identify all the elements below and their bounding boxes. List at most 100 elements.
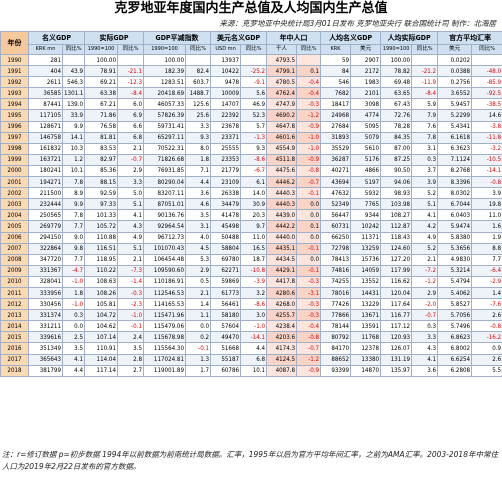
table-cell: 0.5 [185,275,212,288]
table-row: 2009 331367 -4.7 110.22 -7.3 109590.60 2.9 6227… [0,264,502,277]
table-cell: -1.2 [296,353,322,366]
table-cell: 0.1 [296,220,322,233]
table-cell: 5.2299 [437,109,473,122]
table-cell: -1.2 [411,275,439,288]
table-cell: -0.7 [296,342,322,355]
table-cell: 6.6 [117,120,145,133]
table-cell: 110186.91 [143,275,187,288]
table-cell: 8.3396 [437,176,473,189]
table-cell: 4.1 [411,353,439,366]
table-cell: 339616 [28,331,63,344]
table-cell: -14.1 [471,164,502,178]
table-cell: 100.00 [380,53,413,67]
table-cell: 82.4 [185,65,212,78]
table-cell: 0.0202 [437,53,473,67]
table-cell: 5.1 [411,198,439,211]
table-cell: 4762.4 [266,87,298,100]
table-cell: 14431 [350,286,382,300]
table-cell: 24968 [320,109,352,122]
table-cell: 4690.2 [266,109,298,122]
table-cell [61,53,86,67]
table-cell: 1.1 [185,309,212,322]
table-cell: 4238.4 [266,320,298,333]
header-unit: 1990=100 [84,44,119,55]
year-cell: 2010 [0,275,29,288]
header-unit: 同比% [296,44,322,55]
table-cell: 2.8 [117,353,145,366]
table-cell: 88.15 [84,176,119,189]
table-cell: 331367 [28,264,63,277]
table-cell: -10.8 [240,264,268,277]
table-cell: 84 [320,65,352,78]
table-cell: 74255 [320,275,352,288]
table-cell: 83.53 [84,142,119,155]
table-cell: 18417 [320,98,352,111]
table-cell: 4.6 [185,198,212,211]
table-row: 1992 2611 546.3 69.21 -12.3 1283.51 603.7 9478-… [0,76,502,89]
table-cell: 78413 [320,253,352,266]
table-cell: 78144 [320,320,352,333]
table-cell: 101070.43 [143,242,187,255]
table-cell: 116.77 [380,309,413,322]
table-cell: 88652 [320,353,352,366]
table-cell: 114.04 [84,353,119,366]
table-cell: -0.1 [296,187,322,200]
table-cell: 81.81 [84,131,119,144]
table-cell: 0.3 [61,309,86,322]
table-cell: 4440.0 [266,231,298,244]
table-cell: 80290.04 [143,176,187,189]
table-cell: 2172 [350,65,382,78]
table-cell: 4268.0 [266,298,298,311]
table-cell: 546 [320,76,352,89]
table-cell: 4.4 [61,364,86,377]
table-cell: 5.5 [471,364,502,377]
table-cell: -0.7 [411,309,439,322]
table-cell: -7.2 [411,264,439,277]
table-cell: 1301.1 [61,87,86,100]
table-cell: 52349 [320,198,352,211]
table-cell: 8.0 [185,142,212,155]
table-cell: 163721 [28,153,63,166]
table-cell: 40271 [320,164,352,178]
table-cell: 13591 [350,320,382,333]
header-unit: KRK mn [28,44,63,55]
table-cell: -1.0 [296,131,322,144]
table-cell: 5.7496 [437,320,473,333]
table-cell: -0.8 [471,320,502,333]
year-cell: 1999 [0,153,29,166]
table-cell: 1.7 [185,364,212,377]
table-cell: -0.9 [296,120,322,133]
table-cell: -12.3 [117,76,145,89]
table-cell: 4.1 [117,209,145,222]
table-row: 2004 250565 7.8 101.33 4.1 90136.76 3.5 41478 20… [0,209,502,222]
table-cell: 60731 [320,220,352,233]
table-cell: 4.5 [185,242,212,255]
table-cell: 71.86 [84,109,119,122]
table-cell: 603.7 [185,76,212,89]
header-unit: USD mn [210,44,242,55]
table-cell: 65297.11 [143,131,187,144]
table-cell: 98.93 [380,187,413,200]
table-row: 1998 161832 10.3 83.53 2.1 70522.31 8.0 25555 9.… [0,142,502,155]
table-cell: 14.6 [471,109,502,122]
table-cell: 13937 [210,53,242,67]
table-cell: 1488.7 [185,87,212,100]
table-cell: 4440.3 [266,198,298,211]
table-cell: 0.0 [296,253,322,266]
table-cell: 6.8 [240,353,268,366]
table-cell: 5610 [350,142,382,155]
table-cell: -16.2 [471,331,502,344]
table-row: 2010 328041 -1.0 108.63 -1.4 110186.91 0.5 5986… [0,275,502,288]
source-note: 来源：克罗地亚中央统计局3月01日发布 克罗地亚央行 联合国统计司 制作：北海居 [219,19,496,28]
table-cell: 11371 [350,231,382,244]
table-cell: 3.2 [240,286,268,300]
table-cell: 4434.5 [266,253,298,266]
table-cell: 546.3 [61,76,86,89]
table-cell: 5932 [350,187,382,200]
table-row: 1997 146758 14.1 81.81 6.8 65297.11 9.3 23371 -1… [0,131,502,144]
table-cell: 112546.53 [143,286,187,300]
table-cell: 52.3 [240,109,268,122]
table-cell: 63.65 [380,87,413,100]
table-cell: 4435.1 [266,242,298,255]
gdp-table: 年份 名义GDP 实际GDP GDP平减指数 美元名义GDP 年中人口 人均名义… [0,31,502,377]
